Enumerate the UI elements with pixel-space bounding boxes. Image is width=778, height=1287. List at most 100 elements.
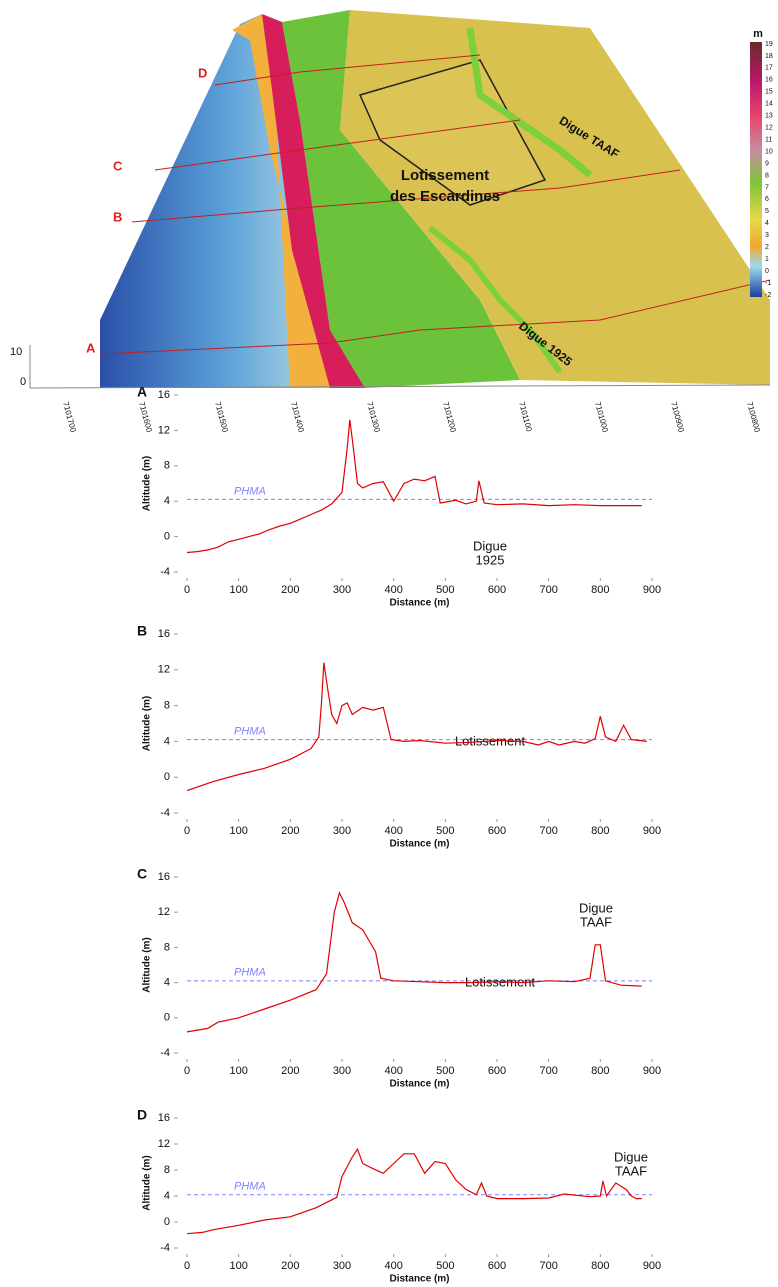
x-tick-label: 400 bbox=[384, 1065, 402, 1077]
x-axis-label: Distance (m) bbox=[389, 1079, 449, 1090]
x-tick-label: 100 bbox=[229, 584, 247, 596]
map-x-label: 7101200 bbox=[441, 401, 458, 434]
profile-label: C bbox=[113, 158, 123, 173]
y-axis-label: Altitude (m) bbox=[142, 1155, 153, 1211]
panel-label: A bbox=[137, 384, 147, 400]
y-tick-label: 4 bbox=[164, 1190, 170, 1202]
profile-line-a bbox=[99, 279, 771, 355]
x-tick-label: 200 bbox=[281, 825, 299, 837]
panel-label: D bbox=[137, 1107, 147, 1123]
colorbar bbox=[750, 42, 762, 297]
colorbar-tick-label: 4 bbox=[765, 220, 769, 227]
y-tick-label: 4 bbox=[164, 735, 170, 747]
x-tick-label: 400 bbox=[384, 1260, 402, 1272]
colorbar-tick-label: 18 bbox=[765, 53, 773, 60]
dune bbox=[262, 14, 365, 388]
colorbar-tick-label: 16 bbox=[765, 77, 773, 84]
colorbar-tick-label: -2 bbox=[765, 292, 771, 299]
colorbar-tick-label: 11 bbox=[765, 136, 772, 143]
profile-label: B bbox=[113, 209, 122, 224]
y-tick-label: 0 bbox=[164, 1012, 170, 1024]
y-tick-label: 0 bbox=[164, 771, 170, 783]
y-tick-label: 16 bbox=[158, 389, 170, 401]
profile-line-d bbox=[214, 54, 481, 86]
y-tick-label: 16 bbox=[158, 628, 170, 640]
x-axis-label: Distance (m) bbox=[389, 839, 449, 850]
map-x-label: 7101700 bbox=[61, 401, 78, 434]
colorbar-tick-label: 2 bbox=[765, 244, 769, 251]
x-tick-label: 0 bbox=[184, 1065, 190, 1077]
y-tick-label: 0 bbox=[164, 531, 170, 543]
colorbar-tick-label: 8 bbox=[765, 172, 769, 179]
vegetation bbox=[282, 10, 520, 388]
x-tick-label: 300 bbox=[333, 1260, 351, 1272]
x-tick-label: 0 bbox=[184, 1260, 190, 1272]
x-tick-label: 0 bbox=[184, 825, 190, 837]
x-tick-label: 800 bbox=[591, 1260, 609, 1272]
colorbar-tick-label: 13 bbox=[765, 113, 773, 120]
map-x-label: 7101000 bbox=[593, 401, 610, 434]
colorbar-tick-label: 1 bbox=[765, 256, 769, 263]
annotation: 1925 bbox=[476, 552, 505, 567]
map-x-label: 7101500 bbox=[213, 401, 230, 434]
map-x-label: 7101400 bbox=[289, 401, 306, 434]
profile-line bbox=[186, 662, 647, 792]
y-tick-label: 8 bbox=[164, 1164, 170, 1176]
colorbar-tick-label: 12 bbox=[765, 125, 773, 132]
colorbar-tick-label: 3 bbox=[765, 232, 769, 239]
y-tick-label: -4 bbox=[160, 807, 170, 819]
profile-line bbox=[186, 891, 642, 1033]
x-axis-label: Distance (m) bbox=[389, 598, 449, 609]
annotation: Digue bbox=[579, 900, 613, 915]
y-tick-label: 16 bbox=[158, 1112, 170, 1124]
y-tick-label: 8 bbox=[164, 700, 170, 712]
y-tick-label: 4 bbox=[164, 495, 170, 507]
dike-1925 bbox=[428, 225, 563, 374]
reference-label: PHMA bbox=[234, 1181, 266, 1193]
y-tick-label: -4 bbox=[160, 1242, 170, 1254]
map-x-label: 7101100 bbox=[517, 401, 534, 433]
x-tick-label: 200 bbox=[281, 584, 299, 596]
y-tick-label: 8 bbox=[164, 460, 170, 472]
y-tick-label: 12 bbox=[158, 1138, 170, 1150]
x-tick-label: 600 bbox=[488, 1260, 506, 1272]
x-tick-label: 700 bbox=[539, 584, 557, 596]
x-tick-label: 400 bbox=[384, 825, 402, 837]
y-tick-label: 12 bbox=[158, 424, 170, 436]
colorbar-tick-label: 5 bbox=[765, 208, 769, 215]
profile-line bbox=[186, 1147, 642, 1235]
panel-label: C bbox=[137, 866, 147, 882]
y-axis-label: Altitude (m) bbox=[142, 696, 153, 752]
colorbar-tick-label: 14 bbox=[765, 101, 773, 108]
colorbar-tick-label: 6 bbox=[765, 196, 769, 203]
colorbar-unit: m bbox=[753, 28, 763, 40]
x-tick-label: 800 bbox=[591, 584, 609, 596]
x-tick-label: 800 bbox=[591, 1065, 609, 1077]
x-tick-label: 900 bbox=[643, 1065, 661, 1077]
reference-label: PHMA bbox=[234, 967, 266, 979]
colorbar-tick-label: 17 bbox=[765, 65, 773, 72]
x-tick-label: 600 bbox=[488, 1065, 506, 1077]
x-tick-label: 100 bbox=[229, 1260, 247, 1272]
dike-taaf bbox=[466, 27, 593, 178]
x-tick-label: 300 bbox=[333, 584, 351, 596]
x-tick-label: 500 bbox=[436, 1260, 454, 1272]
x-tick-label: 200 bbox=[281, 1260, 299, 1272]
x-tick-label: 100 bbox=[229, 825, 247, 837]
colorbar-tick-label: 19 bbox=[765, 41, 773, 48]
map-base bbox=[29, 384, 771, 389]
vertical-tick-label: 10 bbox=[10, 346, 22, 358]
x-tick-label: 900 bbox=[643, 825, 661, 837]
vertical-tick-label: 0 bbox=[20, 376, 26, 388]
y-axis-label: Altitude (m) bbox=[142, 937, 153, 993]
map-x-label: 7101600 bbox=[137, 401, 154, 434]
colorbar-tick-label: 7 bbox=[765, 184, 769, 191]
profile-label: A bbox=[86, 340, 96, 355]
colorbar-tick-label: 10 bbox=[765, 148, 773, 155]
profile-line-b bbox=[131, 169, 681, 223]
colorbar-tick-label: 9 bbox=[765, 160, 769, 167]
x-tick-label: 500 bbox=[436, 584, 454, 596]
terrain-map: A B C D Lotissement des Escardines Digue… bbox=[10, 10, 771, 389]
colorbar-tick-label: 0 bbox=[765, 268, 769, 275]
